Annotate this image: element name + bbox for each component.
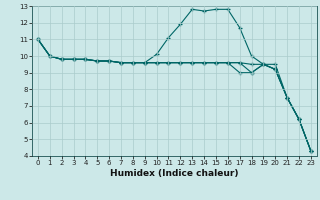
X-axis label: Humidex (Indice chaleur): Humidex (Indice chaleur) — [110, 169, 239, 178]
